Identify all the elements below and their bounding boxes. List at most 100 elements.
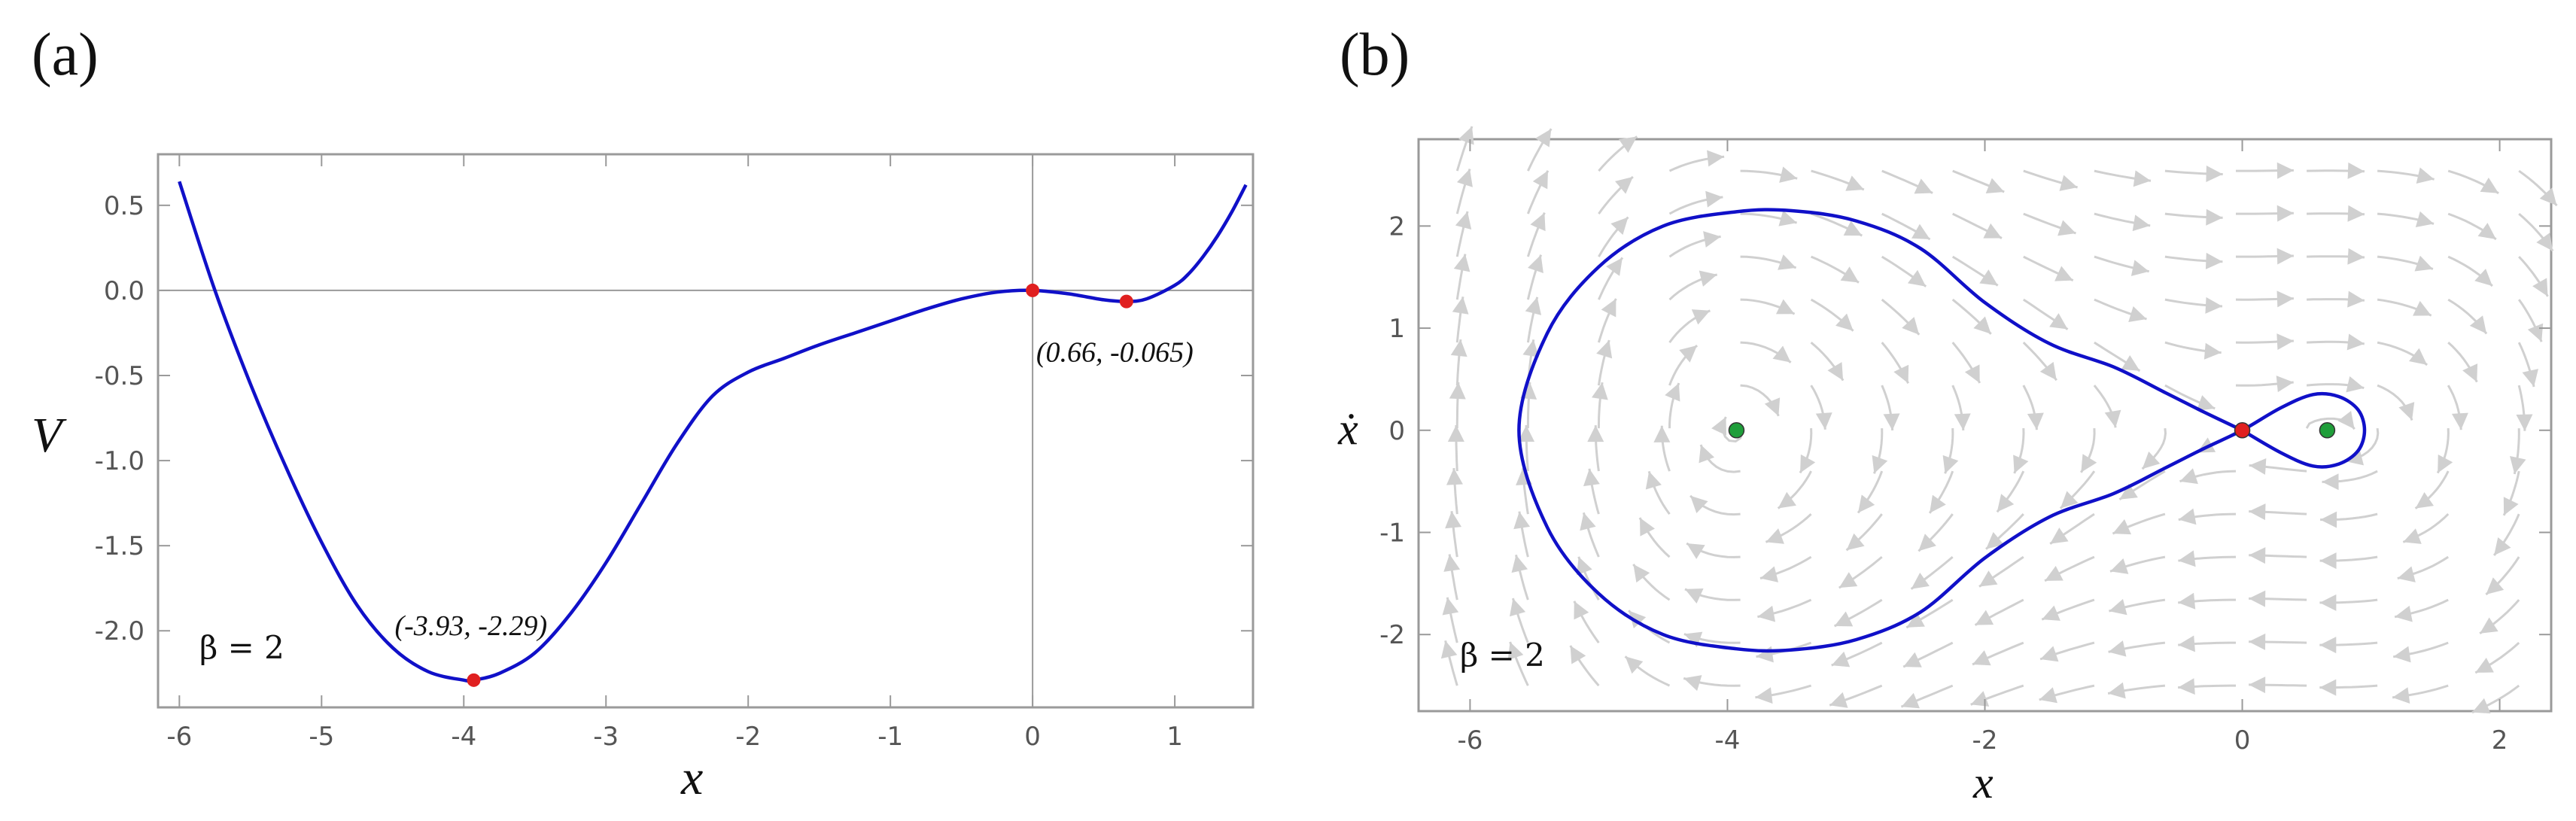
stream-arrow — [2322, 473, 2339, 491]
stream-arrow — [2178, 550, 2196, 567]
stream-arrow — [1685, 588, 1704, 604]
stream-arrow — [2104, 409, 2121, 428]
stream-arrow — [2346, 376, 2365, 393]
stream-arrow — [1986, 531, 2004, 549]
stream-arrow — [2276, 376, 2294, 393]
stream-arrow — [1446, 468, 1463, 485]
stream-arrow — [2510, 456, 2526, 474]
stream-arrow — [2414, 255, 2433, 272]
stream-arrow — [1983, 223, 2002, 239]
stream-arrow — [2112, 519, 2131, 535]
stream-arrow — [1903, 652, 1922, 667]
stream-arrow — [1843, 220, 1863, 236]
stream-arrow — [1528, 254, 1543, 273]
stream-arrow — [1596, 340, 1613, 359]
stream-arrow — [2196, 395, 2216, 411]
stream-arrow — [2393, 646, 2411, 663]
stream-arrow — [1570, 645, 1586, 664]
panel-a-label: (a) — [32, 22, 99, 88]
stream-arrow — [2319, 679, 2337, 696]
stream-arrow — [1699, 270, 1717, 287]
stream-arrow — [1690, 495, 1708, 513]
stream-arrow — [1665, 383, 1680, 402]
x-tick-label: 2 — [2492, 725, 2508, 756]
stream-arrow — [2108, 640, 2127, 657]
y-axis-label-b: ẋ — [1337, 404, 1358, 454]
stream-arrow — [1509, 598, 1526, 617]
stream-arrow — [2451, 412, 2468, 430]
y-tick-label: -0.5 — [95, 361, 144, 391]
stream-arrow — [1918, 534, 1936, 552]
y-tick-label: 0.5 — [104, 191, 144, 221]
y-tick-label: 0.0 — [104, 276, 144, 306]
stream-arrow — [1601, 298, 1616, 318]
stream-arrow — [2276, 162, 2294, 179]
stream-arrow — [1574, 601, 1589, 620]
x-tick-label: -2 — [1972, 725, 1998, 756]
stream-arrow — [2249, 503, 2266, 521]
stream-arrow — [1911, 223, 1930, 240]
stream-arrow — [2480, 617, 2498, 634]
stream-arrow — [2276, 248, 2294, 265]
stream-arrow — [1513, 511, 1531, 530]
plot-a-reference-lines — [158, 154, 1253, 707]
stream-arrow — [2347, 162, 2365, 179]
stream-arrow — [1979, 570, 1998, 587]
y-tick-label: 2 — [1388, 211, 1405, 242]
stream-arrow — [1587, 425, 1604, 442]
stream-arrow — [1930, 494, 1946, 513]
x-axis-label-b: x — [1972, 758, 1994, 807]
stream-arrow — [1883, 413, 1900, 430]
stream-arrow — [1580, 512, 1596, 531]
y-axis-label-a: V — [32, 408, 67, 463]
stream-arrow — [1964, 364, 1980, 383]
stream-arrow — [2395, 605, 2413, 622]
stream-arrow — [1757, 605, 1776, 622]
stream-arrow — [1755, 687, 1773, 704]
stream-arrow — [1893, 364, 1909, 384]
stream-arrow — [1511, 555, 1528, 573]
stream-arrow — [1450, 339, 1467, 357]
stream-arrow — [1699, 444, 1715, 464]
x-tick-label: -1 — [877, 722, 903, 752]
plot-b-frame — [1417, 138, 2553, 713]
stream-arrow — [1779, 166, 1798, 183]
stream-arrow — [2416, 167, 2435, 184]
stream-arrow — [2516, 414, 2533, 431]
stream-arrow — [2415, 211, 2435, 227]
stream-arrow — [1840, 266, 1860, 283]
stream-arrow — [1445, 511, 1462, 529]
stream-arrow — [2398, 402, 2415, 421]
stream-arrow — [2319, 552, 2337, 570]
stream-arrow — [2347, 290, 2365, 308]
stream-arrow — [1985, 178, 2005, 194]
stream-arrow — [1440, 640, 1458, 659]
stream-arrow — [1686, 543, 1705, 559]
stream-arrow — [2108, 682, 2126, 699]
stream-arrow — [1606, 257, 1623, 276]
stream-arrow — [1577, 556, 1592, 576]
plot-b-fixed-points — [1728, 422, 2336, 439]
stream-arrow — [2128, 306, 2147, 323]
stream-arrow — [1827, 362, 1844, 381]
stream-arrow — [1618, 136, 1638, 154]
stream-arrow — [2059, 175, 2078, 191]
stream-arrow — [2045, 565, 2064, 581]
stream-arrow — [2039, 687, 2057, 704]
stream-arrow — [1911, 572, 1930, 589]
stream-arrow — [1778, 491, 1796, 509]
stream-arrow — [1975, 610, 1994, 625]
stream-arrow — [2130, 260, 2149, 276]
stream-arrow — [2494, 537, 2511, 556]
stream-arrow — [1973, 316, 1991, 334]
stream-arrow — [1703, 231, 1721, 248]
beta-label-a: β = 2 — [199, 629, 284, 666]
stream-arrow — [1453, 254, 1470, 272]
stream-arrow — [1532, 170, 1548, 190]
stream-arrow — [1507, 642, 1524, 661]
stream-arrow — [2522, 369, 2539, 387]
fixed-point — [1728, 422, 1745, 439]
stream-arrow — [2413, 300, 2432, 316]
stream-arrow — [1979, 269, 1998, 286]
stream-arrow — [2536, 233, 2553, 251]
